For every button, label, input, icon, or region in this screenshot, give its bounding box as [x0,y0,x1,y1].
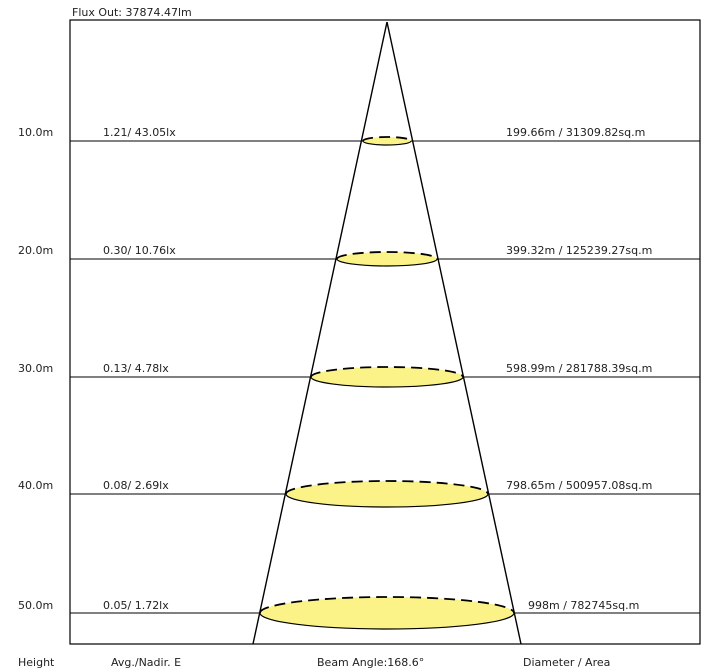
height-level-20m: 20.0m 0.30/ 10.76lx 399.32m / 125239.27s… [18,244,700,266]
illuminance-label: 0.08/ 2.69lx [103,479,169,492]
diameter-area-label: 199.66m / 31309.82sq.m [506,126,645,139]
diameter-area-label: 998m / 782745sq.m [528,599,639,612]
height-label: 20.0m [18,244,53,257]
illuminance-label: 1.21/ 43.05lx [103,126,176,139]
diagram-frame [70,20,700,644]
diameter-area-label: 399.32m / 125239.27sq.m [506,244,652,257]
height-level-10m: 10.0m 1.21/ 43.05lx 199.66m / 31309.82sq… [18,126,700,145]
illuminance-label: 0.05/ 1.72lx [103,599,169,612]
height-label: 30.0m [18,362,53,375]
flux-out-label: Flux Out: 37874.47lm [72,6,192,19]
height-level-40m: 40.0m 0.08/ 2.69lx 798.65m / 500957.08sq… [18,479,700,507]
illuminance-label: 0.30/ 10.76lx [103,244,176,257]
diameter-area-label: 798.65m / 500957.08sq.m [506,479,652,492]
height-label: 50.0m [18,599,53,612]
cone-right-edge [387,22,521,644]
cone-left-edge [253,22,387,644]
illuminance-column-label: Avg./Nadir. E [111,656,181,669]
diameter-area-column-label: Diameter / Area [523,656,610,669]
height-level-30m: 30.0m 0.13/ 4.78lx 598.99m / 281788.39sq… [18,362,700,387]
diameter-area-label: 598.99m / 281788.39sq.m [506,362,652,375]
beam-angle-label: Beam Angle:168.6° [317,656,424,669]
height-label: 40.0m [18,479,53,492]
height-label: 10.0m [18,126,53,139]
height-level-50m: 50.0m 0.05/ 1.72lx 998m / 782745sq.m [18,597,700,629]
illuminance-label: 0.13/ 4.78lx [103,362,169,375]
height-column-label: Height [18,656,55,669]
